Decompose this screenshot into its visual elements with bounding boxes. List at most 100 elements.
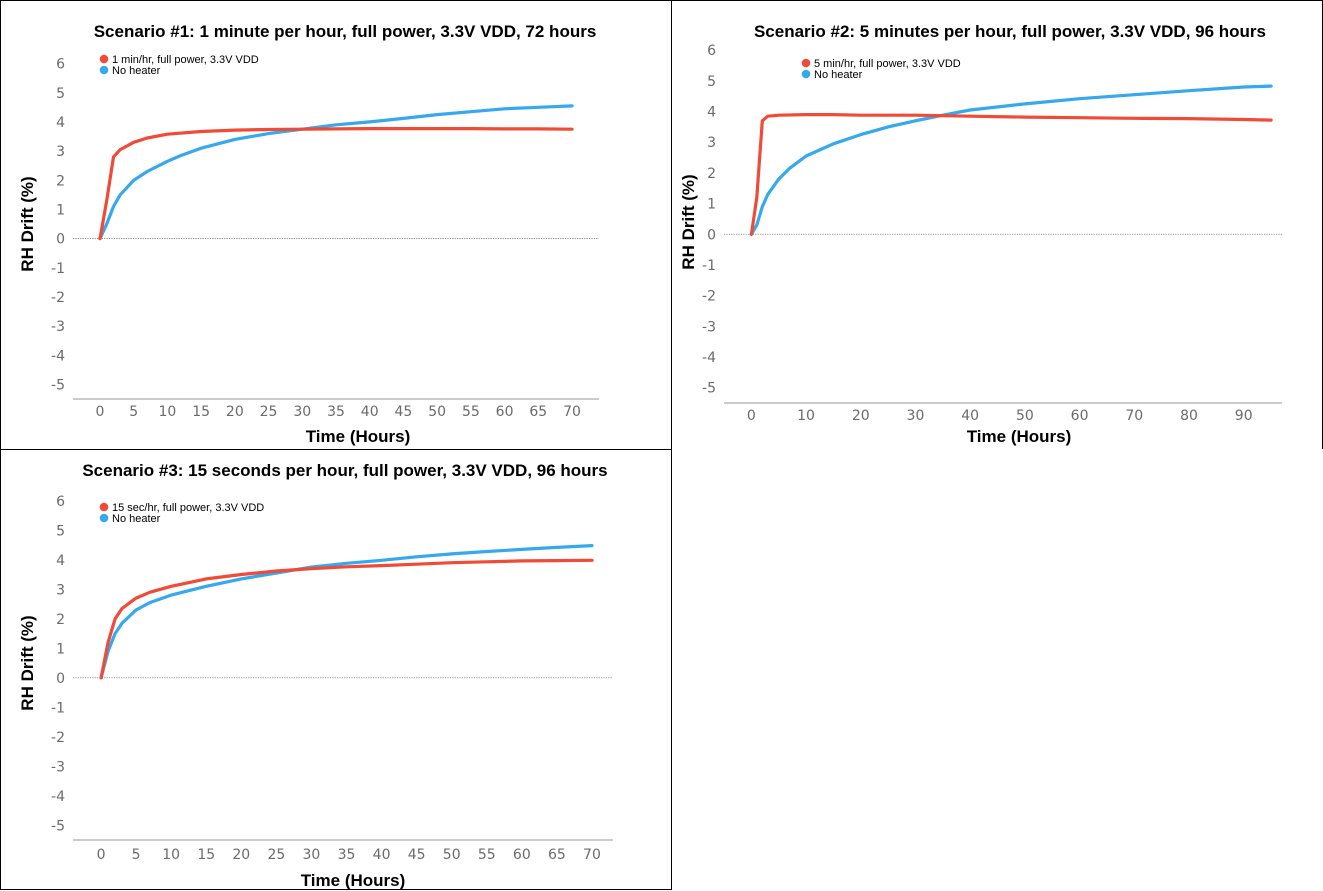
legend-label: No heater — [112, 513, 161, 525]
legend-marker — [99, 513, 109, 523]
y-tick-label: 0 — [56, 232, 65, 248]
y-tick-label: 1 — [707, 197, 716, 213]
x-tick-label: 0 — [96, 404, 105, 420]
x-tick-label: 30 — [303, 847, 321, 863]
x-tick-label: 60 — [513, 847, 531, 863]
y-tick-label: 5 — [56, 86, 65, 102]
x-tick-label: 50 — [1016, 408, 1034, 424]
x-tick-label: 55 — [462, 404, 480, 420]
x-tick-label: 0 — [97, 847, 106, 863]
x-tick-label: 65 — [548, 847, 566, 863]
x-tick-label: 20 — [852, 408, 870, 424]
x-tick-label: 60 — [1071, 408, 1089, 424]
y-tick-label: 6 — [56, 494, 65, 510]
x-tick-label: 5 — [132, 847, 141, 863]
x-tick-label: 25 — [267, 847, 285, 863]
y-tick-label: -1 — [51, 261, 65, 277]
chart-panel-scenario-1: Scenario #1: 1 minute per hour, full pow… — [0, 0, 672, 450]
x-tick-label: 40 — [361, 404, 379, 420]
y-tick-label: 3 — [56, 144, 65, 160]
x-tick-label: 10 — [162, 847, 180, 863]
x-tick-label: 55 — [478, 847, 496, 863]
y-tick-label: 4 — [56, 115, 65, 131]
x-tick-label: 15 — [197, 847, 215, 863]
legend-marker — [801, 69, 811, 79]
y-tick-label: -2 — [51, 730, 65, 746]
x-tick-label: 30 — [293, 404, 311, 420]
y-tick-label: 1 — [56, 641, 65, 657]
y-tick-label: -3 — [51, 319, 65, 335]
x-tick-label: 60 — [496, 404, 514, 420]
legend-marker — [801, 58, 811, 68]
y-tick-label: -3 — [702, 319, 716, 335]
x-tick-label: 0 — [747, 408, 756, 424]
x-tick-label: 5 — [129, 404, 138, 420]
x-tick-label: 45 — [408, 847, 426, 863]
x-axis-title: Time (Hours) — [301, 871, 406, 890]
x-tick-label: 80 — [1180, 408, 1198, 424]
x-tick-label: 25 — [260, 404, 278, 420]
y-tick-label: -4 — [51, 789, 65, 805]
legend-label: No heater — [112, 65, 161, 77]
legend-marker — [99, 502, 109, 512]
x-axis-title: Time (Hours) — [967, 427, 1072, 446]
y-tick-label: 4 — [56, 553, 65, 569]
y-tick-label: -3 — [51, 759, 65, 775]
y-axis-title: RH Drift (%) — [679, 174, 698, 269]
y-tick-label: 2 — [56, 612, 65, 628]
y-tick-label: 3 — [707, 135, 716, 151]
legend-label: 15 sec/hr, full power, 3.3V VDD — [112, 502, 264, 514]
x-tick-label: 45 — [395, 404, 413, 420]
y-tick-label: 0 — [707, 227, 716, 243]
y-tick-label: 2 — [707, 166, 716, 182]
x-tick-label: 40 — [373, 847, 391, 863]
x-tick-label: 30 — [907, 408, 925, 424]
chart-panel-scenario-2: Scenario #2: 5 minutes per hour, full po… — [671, 0, 1323, 450]
y-axis-title: RH Drift (%) — [18, 615, 37, 710]
y-tick-label: 5 — [707, 74, 716, 90]
series-line-no-heater — [749, 84, 1273, 236]
x-tick-label: 35 — [327, 404, 345, 420]
x-tick-label: 70 — [1125, 408, 1143, 424]
x-tick-label: 35 — [338, 847, 356, 863]
x-axis-title: Time (Hours) — [306, 427, 411, 446]
y-tick-label: -1 — [51, 700, 65, 716]
x-tick-label: 70 — [583, 847, 601, 863]
y-tick-label: 6 — [56, 57, 65, 73]
empty-panel — [671, 449, 1323, 890]
y-tick-label: -4 — [51, 348, 65, 364]
y-tick-label: -4 — [702, 350, 716, 366]
x-tick-label: 50 — [428, 404, 446, 420]
y-tick-label: 4 — [707, 105, 716, 121]
y-axis-title: RH Drift (%) — [18, 176, 37, 271]
y-tick-label: -2 — [51, 290, 65, 306]
x-tick-label: 20 — [226, 404, 244, 420]
legend-label: No heater — [814, 69, 863, 81]
legend-marker — [99, 54, 109, 64]
x-tick-label: 40 — [961, 408, 979, 424]
y-tick-label: -2 — [702, 289, 716, 305]
x-tick-label: 90 — [1235, 408, 1253, 424]
series-line-no-heater — [98, 104, 574, 241]
y-tick-label: 2 — [56, 173, 65, 189]
chart-scenario-2: Scenario #2: 5 minutes per hour, full po… — [679, 22, 1282, 446]
y-tick-label: -5 — [51, 377, 65, 393]
chart-panel-scenario-3: Scenario #3: 15 seconds per hour, full p… — [0, 449, 672, 890]
y-tick-label: -5 — [51, 818, 65, 834]
series-line-heater — [98, 126, 574, 241]
legend-marker — [99, 65, 109, 75]
chart-scenario-1: Scenario #1: 1 minute per hour, full pow… — [18, 22, 599, 446]
y-tick-label: -1 — [702, 258, 716, 274]
x-tick-label: 70 — [563, 404, 581, 420]
y-tick-label: 3 — [56, 582, 65, 598]
x-tick-label: 10 — [797, 408, 815, 424]
series-line-no-heater — [99, 543, 594, 680]
chart-title: Scenario #2: 5 minutes per hour, full po… — [754, 22, 1266, 41]
legend-label: 1 min/hr, full power, 3.3V VDD — [112, 54, 259, 66]
x-tick-label: 50 — [443, 847, 461, 863]
x-tick-label: 10 — [158, 404, 176, 420]
chart-title: Scenario #3: 15 seconds per hour, full p… — [82, 461, 607, 480]
y-tick-label: 0 — [56, 671, 65, 687]
y-tick-label: 5 — [56, 523, 65, 539]
x-tick-label: 15 — [192, 404, 210, 420]
